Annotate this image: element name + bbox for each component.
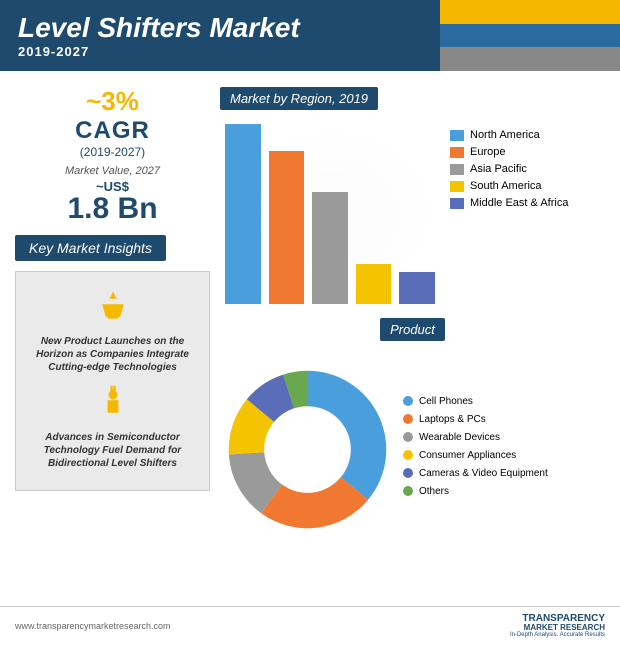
left-column: ~3% CAGR (2019-2027) Market Value, 2027 … bbox=[15, 81, 210, 537]
footer-logo-sub: MARKET RESEARCH bbox=[510, 624, 605, 633]
legend-label: Europe bbox=[470, 146, 505, 158]
insights-banner: Key Market Insights bbox=[15, 235, 166, 261]
product-legend-item: Others bbox=[403, 486, 605, 497]
legend-label: North America bbox=[470, 129, 540, 141]
insight-text-1: New Product Launches on the Horizon as C… bbox=[24, 335, 201, 374]
svg-text:!: ! bbox=[112, 386, 114, 392]
legend-swatch bbox=[403, 396, 413, 406]
legend-swatch bbox=[450, 181, 464, 192]
product-legend-item: Consumer Appliances bbox=[403, 450, 605, 461]
cagr-block: ~3% CAGR (2019-2027) Market Value, 2027 … bbox=[15, 81, 210, 229]
header: Level Shifters Market 2019-2027 bbox=[0, 0, 620, 71]
footer-url: www.transparencymarketresearch.com bbox=[15, 621, 171, 631]
legend-swatch bbox=[450, 164, 464, 175]
cagr-label: CAGR bbox=[15, 117, 210, 145]
region-chart-wrap: North America Europe Asia Pacific South Ame… bbox=[220, 116, 605, 304]
legend-swatch bbox=[403, 450, 413, 460]
product-legend-item: Wearable Devices bbox=[403, 432, 605, 443]
product-legend-item: Cell Phones bbox=[403, 396, 605, 407]
legend-label: South America bbox=[470, 180, 542, 192]
person-alert-icon: ! bbox=[24, 384, 201, 425]
region-bar-chart bbox=[220, 124, 440, 304]
region-bar bbox=[399, 272, 435, 304]
legend-label: Consumer Appliances bbox=[419, 450, 516, 461]
region-legend-item: South America bbox=[450, 180, 605, 192]
legend-swatch bbox=[403, 414, 413, 424]
cagr-percent: ~3% bbox=[15, 86, 210, 117]
page-title: Level Shifters Market bbox=[18, 12, 602, 44]
page-subtitle: 2019-2027 bbox=[18, 44, 602, 59]
legend-label: Asia Pacific bbox=[470, 163, 527, 175]
legend-label: Wearable Devices bbox=[419, 432, 500, 443]
donut-slice bbox=[308, 371, 387, 500]
region-banner: Market by Region, 2019 bbox=[220, 87, 378, 110]
region-legend: North America Europe Asia Pacific South Ame… bbox=[450, 124, 605, 304]
legend-label: Laptops & PCs bbox=[419, 414, 486, 425]
region-bar bbox=[269, 151, 305, 304]
footer-logo-main: TRANSPARENCY bbox=[510, 613, 605, 624]
market-value-label: Market Value, 2027 bbox=[15, 165, 210, 177]
footer-logo-tag: In-Depth Analysis. Accurate Results bbox=[510, 632, 605, 639]
cagr-range: (2019-2027) bbox=[15, 145, 210, 159]
legend-swatch bbox=[450, 147, 464, 158]
region-bar bbox=[225, 124, 261, 304]
region-legend-item: Asia Pacific bbox=[450, 163, 605, 175]
legend-swatch bbox=[450, 130, 464, 141]
lightbulb-box-icon bbox=[24, 288, 201, 329]
market-value: 1.8 Bn bbox=[15, 194, 210, 224]
product-legend-item: Laptops & PCs bbox=[403, 414, 605, 425]
region-legend-item: North America bbox=[450, 129, 605, 141]
legend-label: Cell Phones bbox=[419, 396, 473, 407]
region-bar bbox=[356, 264, 392, 304]
region-legend-item: Middle East & Africa bbox=[450, 197, 605, 209]
footer-logo: TRANSPARENCY MARKET RESEARCH In-Depth An… bbox=[510, 613, 605, 639]
legend-label: Others bbox=[419, 486, 449, 497]
insight-text-2: Advances in Semiconductor Technology Fue… bbox=[24, 431, 201, 470]
legend-swatch bbox=[403, 468, 413, 478]
main-content: ~3% CAGR (2019-2027) Market Value, 2027 … bbox=[0, 71, 620, 547]
legend-swatch bbox=[403, 432, 413, 442]
footer: www.transparencymarketresearch.com TRANS… bbox=[0, 606, 620, 645]
region-legend-item: Europe bbox=[450, 146, 605, 158]
product-donut-chart bbox=[220, 362, 395, 537]
product-section: Cell Phones Laptops & PCs Wearable Devices… bbox=[220, 362, 605, 537]
insights-box: New Product Launches on the Horizon as C… bbox=[15, 271, 210, 491]
product-legend: Cell Phones Laptops & PCs Wearable Devices… bbox=[403, 396, 605, 504]
legend-label: Cameras & Video Equipment bbox=[419, 468, 548, 479]
legend-label: Middle East & Africa bbox=[470, 197, 568, 209]
region-bar bbox=[312, 192, 348, 304]
legend-swatch bbox=[450, 198, 464, 209]
right-column: Market by Region, 2019 North America Euro… bbox=[220, 81, 605, 537]
product-banner: Product bbox=[380, 318, 445, 341]
product-legend-item: Cameras & Video Equipment bbox=[403, 468, 605, 479]
legend-swatch bbox=[403, 486, 413, 496]
